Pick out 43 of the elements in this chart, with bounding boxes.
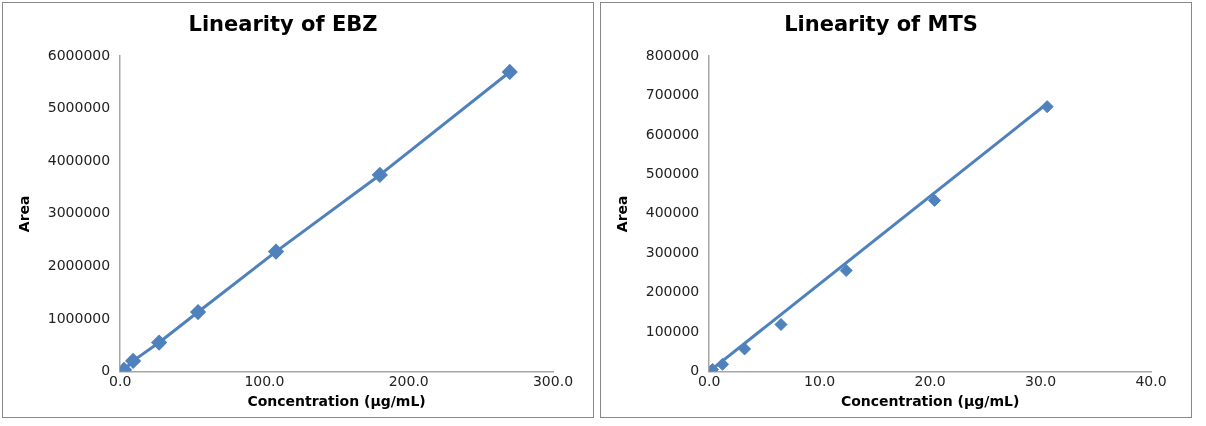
point <box>738 342 752 356</box>
y-tick-label: 5000000 <box>47 99 111 116</box>
x-tick-label: 0.0 <box>698 373 721 390</box>
x-axis-title: Concentration (µg/mL) <box>840 393 1020 410</box>
x-tick-label: 20.0 <box>914 373 946 390</box>
y-tick-label: 2000000 <box>47 256 111 273</box>
y-tick-label: 600000 <box>645 125 700 142</box>
point <box>372 167 388 183</box>
y-tick-label: 700000 <box>645 86 700 103</box>
y-tick-label: 400000 <box>645 204 700 221</box>
x-tick-label: 10.0 <box>804 373 836 390</box>
y-tick-label: 300000 <box>645 243 700 260</box>
point <box>774 318 788 332</box>
point <box>151 335 167 351</box>
chart-title: Linearity of MTS <box>784 12 978 37</box>
x-tick-label: 200.0 <box>388 373 429 390</box>
x-axis-title: Concentration (µg/mL) <box>247 393 426 410</box>
y-tick-label: 1000000 <box>47 309 111 326</box>
y-tick-label: 800000 <box>645 46 700 63</box>
y-tick-label: 4000000 <box>47 151 111 168</box>
point <box>716 357 729 371</box>
x-tick-label: 0.0 <box>109 373 132 390</box>
point <box>1040 100 1054 114</box>
y-tick-label: 6000000 <box>47 46 111 63</box>
y-tick-label: 3000000 <box>47 204 111 221</box>
y-tick-label: 0 <box>101 362 111 379</box>
y-axis-title: Area <box>16 195 33 233</box>
x-tick-label: 100.0 <box>244 373 285 390</box>
y-axis-title: Area <box>614 195 631 233</box>
x-tick-label: 30.0 <box>1024 373 1057 390</box>
x-tick-label: 40.0 <box>1135 373 1167 390</box>
point <box>928 193 942 207</box>
point <box>502 64 518 80</box>
y-tick-label: 100000 <box>645 322 700 339</box>
y-tick-label: 200000 <box>645 283 700 300</box>
y-tick-label: 0 <box>690 362 700 379</box>
point <box>125 353 141 369</box>
point <box>190 304 206 320</box>
point <box>839 264 853 278</box>
y-tick-label: 500000 <box>645 165 700 182</box>
point <box>268 244 284 260</box>
x-tick-label: 300.0 <box>532 373 574 390</box>
chart-title: Linearity of EBZ <box>188 12 378 37</box>
